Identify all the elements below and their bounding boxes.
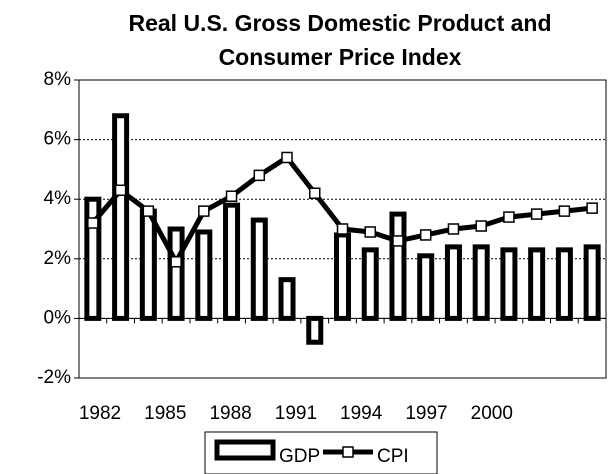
legend-label: CPI — [377, 446, 409, 467]
legend-swatch — [214, 439, 276, 461]
x-tick-label: 1982 — [79, 403, 121, 424]
marker — [586, 202, 598, 214]
marker — [336, 223, 349, 235]
marker — [198, 205, 210, 217]
marker — [253, 169, 266, 182]
bar — [500, 247, 518, 321]
bar — [444, 244, 462, 321]
marker — [225, 190, 238, 202]
marker — [364, 226, 376, 238]
y-tick-label: 4% — [44, 188, 72, 209]
marker — [558, 205, 571, 217]
x-tick-label: 1991 — [275, 403, 317, 424]
legend-swatch — [342, 446, 354, 458]
marker — [475, 220, 487, 232]
x-tick-label: 1985 — [144, 403, 186, 424]
x-tick-label: 2000 — [471, 403, 513, 424]
bar — [361, 247, 379, 321]
bar — [250, 217, 268, 321]
bar — [389, 211, 407, 321]
marker — [309, 187, 321, 199]
marker — [392, 235, 404, 247]
marker — [530, 208, 543, 220]
bar — [583, 244, 601, 321]
y-tick-label: 0% — [44, 307, 72, 328]
x-tick-label: 1988 — [209, 403, 251, 424]
bar — [167, 226, 185, 321]
bar — [195, 229, 213, 321]
chart-title: Real U.S. Gross Domestic Product and Con… — [128, 10, 552, 70]
bar — [306, 315, 324, 345]
marker — [281, 151, 293, 164]
marker — [87, 217, 99, 229]
bar — [84, 196, 102, 321]
bar — [472, 244, 490, 321]
bar — [417, 253, 435, 321]
marker — [419, 229, 432, 241]
bar — [223, 202, 241, 321]
bar — [278, 277, 296, 321]
plot-border — [78, 79, 607, 379]
marker — [503, 211, 515, 223]
bar — [528, 247, 546, 321]
x-tick-label: 1994 — [340, 403, 383, 424]
y-tick-label: -2% — [37, 367, 71, 388]
bar — [112, 113, 130, 321]
y-tick-label: 6% — [44, 129, 72, 150]
bar — [555, 247, 573, 321]
marker — [447, 223, 460, 235]
y-tick-label: 8% — [44, 69, 72, 90]
bar — [334, 232, 351, 321]
marker — [114, 184, 127, 197]
bar — [139, 208, 157, 321]
y-tick-label: 2% — [44, 248, 72, 269]
marker — [170, 256, 182, 268]
x-tick-label: 1997 — [405, 403, 447, 424]
marker — [142, 205, 155, 217]
legend-label: GDP — [279, 446, 320, 467]
